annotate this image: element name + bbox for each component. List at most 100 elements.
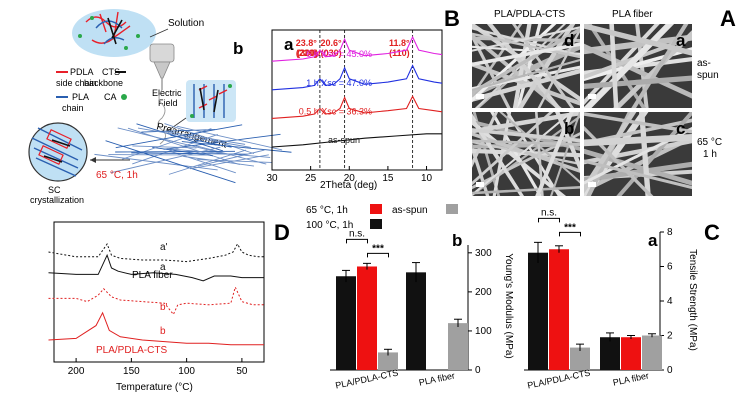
ca-dot-icon <box>136 34 140 38</box>
sem-fiber-strand <box>461 19 463 113</box>
xrd-plot: 30 25 20 15 10 11.8°(110) 20.6°(300)/(030)23.8… <box>266 30 443 184</box>
sem-fiber-strand <box>584 138 692 165</box>
schematic-legend: CTS backbone PDLA side chain PLA chain C… <box>56 67 127 113</box>
sem-fiber-strand <box>472 139 580 146</box>
sem-panel: A PLA fiber PLA/PDLA-CTS as- spun 65 °C … <box>461 6 736 196</box>
sem-fiber-strand <box>472 186 580 195</box>
fiber-mat-strand <box>122 128 212 160</box>
xrd-plot-frame <box>271 29 443 171</box>
legend-side-chain: side chain <box>56 78 97 88</box>
modulus-letter: b <box>452 231 462 250</box>
sem-fiber-strand <box>472 42 580 67</box>
dsc-xlabel: Temperature (°C) <box>116 382 193 393</box>
xrd-series-label: as-spun <box>328 135 360 145</box>
sem-fiber-strand <box>492 112 512 196</box>
sem-fiber-strand <box>499 112 580 184</box>
bar <box>621 337 641 370</box>
sem-fiber-strand <box>616 112 692 196</box>
bar <box>642 335 662 370</box>
xrd-tick-label: 30 <box>266 173 278 184</box>
sem-fiber-strand <box>584 125 654 196</box>
bar-category-label: PLA/PDLA-CTS <box>335 368 400 391</box>
fiber-mat-strand <box>190 154 269 170</box>
xrd-peak-index: (110) <box>389 48 410 58</box>
xrd-peak-index: (300)/(030) <box>297 48 342 58</box>
sem-fiber-strand <box>584 47 692 81</box>
modulus-panel: D 65 °C, 1h 100 °C, 1h as-spun b 0 100 200… <box>274 204 514 391</box>
sem-fiber-strand <box>584 133 692 147</box>
legend-chain: chain <box>62 103 84 113</box>
sem-fiber-strand <box>555 112 580 173</box>
sem-fiber-strand <box>516 24 542 108</box>
modulus-ylabel: Young's Modulus (MPa) <box>503 253 514 358</box>
xrd-peak-label: 20.6° <box>321 38 343 48</box>
electrospinning-jet <box>157 89 166 145</box>
xrd-series-line <box>271 133 442 148</box>
sem-col-label-pla: PLA fiber <box>612 9 653 20</box>
dsc-tick-label: 200 <box>68 366 85 377</box>
dsc-panel: 200 150 100 50 a' a b' b PLA fiber PLA/PDLA-CTS… <box>48 221 265 393</box>
bar-y-tick-label: 0 <box>475 365 481 376</box>
schematic-panel: b Solution CTS backbone PDLA side <box>28 9 292 205</box>
xrd-series-line <box>271 95 443 119</box>
significance-bracket <box>346 238 368 244</box>
bar-y-tick-label: 2 <box>667 331 673 342</box>
bar-y-tick-label: 100 <box>475 326 492 337</box>
sem-row-label-asspun-1: as- <box>697 58 711 69</box>
sem-tile-letter: b <box>564 119 574 138</box>
bar-y-tick-label: 0 <box>667 365 673 376</box>
fiber-mat-strand <box>137 127 252 148</box>
sem-tile-letter: c <box>676 119 685 138</box>
bar-y-tick-label: 8 <box>667 227 673 238</box>
sem-fiber-strand <box>584 148 692 186</box>
fiber-mat-strand <box>168 148 271 158</box>
xrd-peak-index: (220) <box>296 48 317 58</box>
tensile-panel: C a 0 2 4 6 8 PLA/PDLA-CTS PLA fiber n.s. *** Te… <box>524 207 720 391</box>
bar <box>570 347 590 370</box>
sem-fiber-strand <box>472 27 580 95</box>
xrd-tick-label: 10 <box>421 173 433 184</box>
xrd-tick-label: 15 <box>382 173 394 184</box>
xrd-tick-label: 25 <box>305 173 317 184</box>
bar <box>336 276 356 370</box>
dsc-curve-label: b <box>160 326 166 337</box>
sem-scale-bar <box>588 94 596 99</box>
solution-pointer <box>149 28 169 38</box>
tensile-letter: a <box>648 231 658 250</box>
sem-fiber-strand <box>472 24 523 98</box>
sem-row-label-65-2: 1 h <box>703 149 717 160</box>
fiber-mat-strand <box>105 140 236 184</box>
xrd-panel: B a 30 25 20 15 10 11.8°(110) 20.6°(300)/(030)… <box>266 6 459 191</box>
fiber-mat-strand <box>164 130 246 145</box>
bar-category-label: PLA/PDLA-CTS <box>527 368 592 391</box>
modulus-plot: 0 100 200 300 PLA/PDLA-CTS PLA fiber n.s. *** <box>330 228 492 391</box>
solution-label: Solution <box>168 18 204 29</box>
fiber-mat-strand <box>117 127 225 155</box>
legend-ca: CA <box>104 92 117 102</box>
legend-cts: CTS <box>102 67 120 77</box>
sem-scale-bar <box>476 94 484 99</box>
fiber-mat <box>94 123 292 184</box>
bar-category-label: PLA fiber <box>418 370 456 387</box>
cts-backbone-icon <box>107 17 123 45</box>
fiber-mat-strand <box>141 129 216 133</box>
significance-ns: n.s. <box>349 228 365 239</box>
sem-fiber-strand <box>472 115 525 196</box>
ca-dot-icon <box>124 46 128 50</box>
tensile-plot: 0 2 4 6 8 PLA/PDLA-CTS PLA fiber n.s. *** <box>524 207 673 391</box>
fiber-mat-strand <box>115 124 243 149</box>
sem-fiber-strand <box>584 112 692 134</box>
prearrangement-pointer <box>165 117 187 133</box>
panel-letter-b: B <box>444 6 460 31</box>
xrd-tick-label: 20 <box>344 173 356 184</box>
sem-fiber-strand <box>472 68 580 102</box>
bar <box>378 352 398 370</box>
sem-fiber-strand <box>490 112 543 196</box>
legend-pdla: PDLA <box>70 67 94 77</box>
dsc-tick-label: 50 <box>236 366 248 377</box>
sem-fiber-strand <box>472 132 580 190</box>
fiber-mat-strand <box>176 125 283 151</box>
bar <box>549 249 569 370</box>
sem-row-label-65-1: 65 °C <box>697 137 722 148</box>
significance-bracket <box>538 217 560 223</box>
